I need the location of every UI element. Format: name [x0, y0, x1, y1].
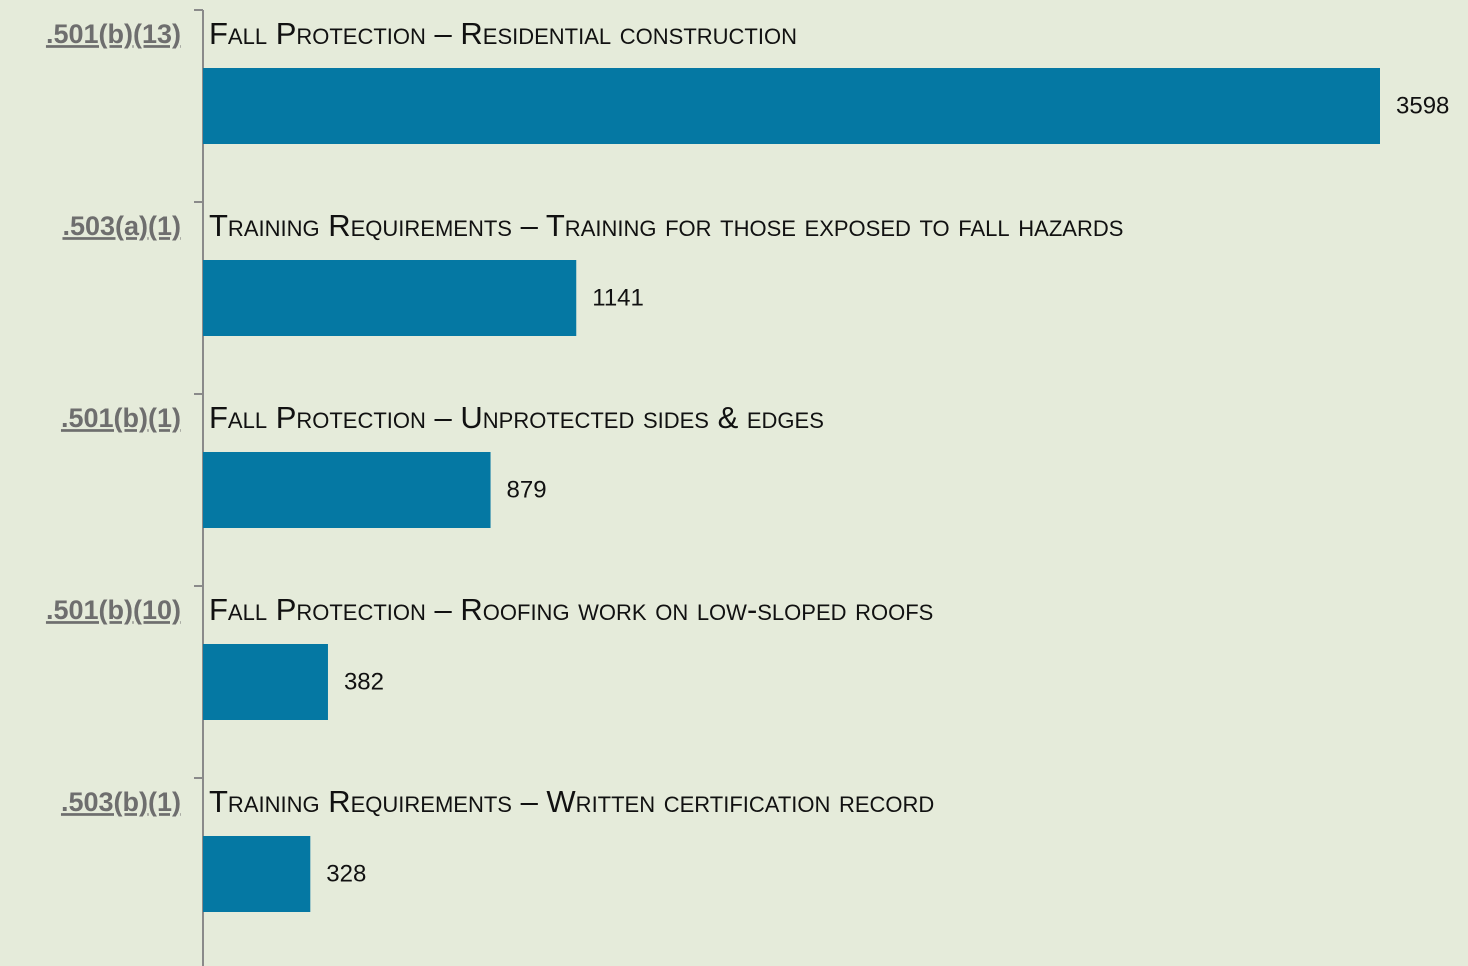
- value-label: 328: [326, 860, 366, 887]
- bar: [203, 644, 328, 720]
- category-description: Fall Protection – Roofing work on low-sl…: [209, 592, 933, 627]
- category-description: Training Requirements – Written certific…: [209, 784, 934, 819]
- value-label: 879: [507, 476, 547, 503]
- value-label: 3598: [1396, 92, 1449, 119]
- category-code: .503(a)(1): [62, 211, 181, 241]
- category-code: .501(b)(13): [46, 19, 181, 49]
- category-description: Training Requirements – Training for tho…: [209, 208, 1123, 243]
- category-code: .501(b)(10): [46, 595, 181, 625]
- bar: [203, 836, 311, 912]
- bar: [203, 68, 1380, 144]
- category-code: .503(b)(1): [61, 787, 181, 817]
- value-label: 1141: [592, 284, 644, 311]
- category-description: Fall Protection – Unprotected sides & ed…: [209, 400, 824, 435]
- bar: [203, 452, 491, 528]
- category-description: Fall Protection – Residential constructi…: [209, 16, 797, 51]
- value-label: 382: [344, 668, 384, 695]
- bar: [203, 260, 577, 336]
- category-code: .501(b)(1): [61, 403, 181, 433]
